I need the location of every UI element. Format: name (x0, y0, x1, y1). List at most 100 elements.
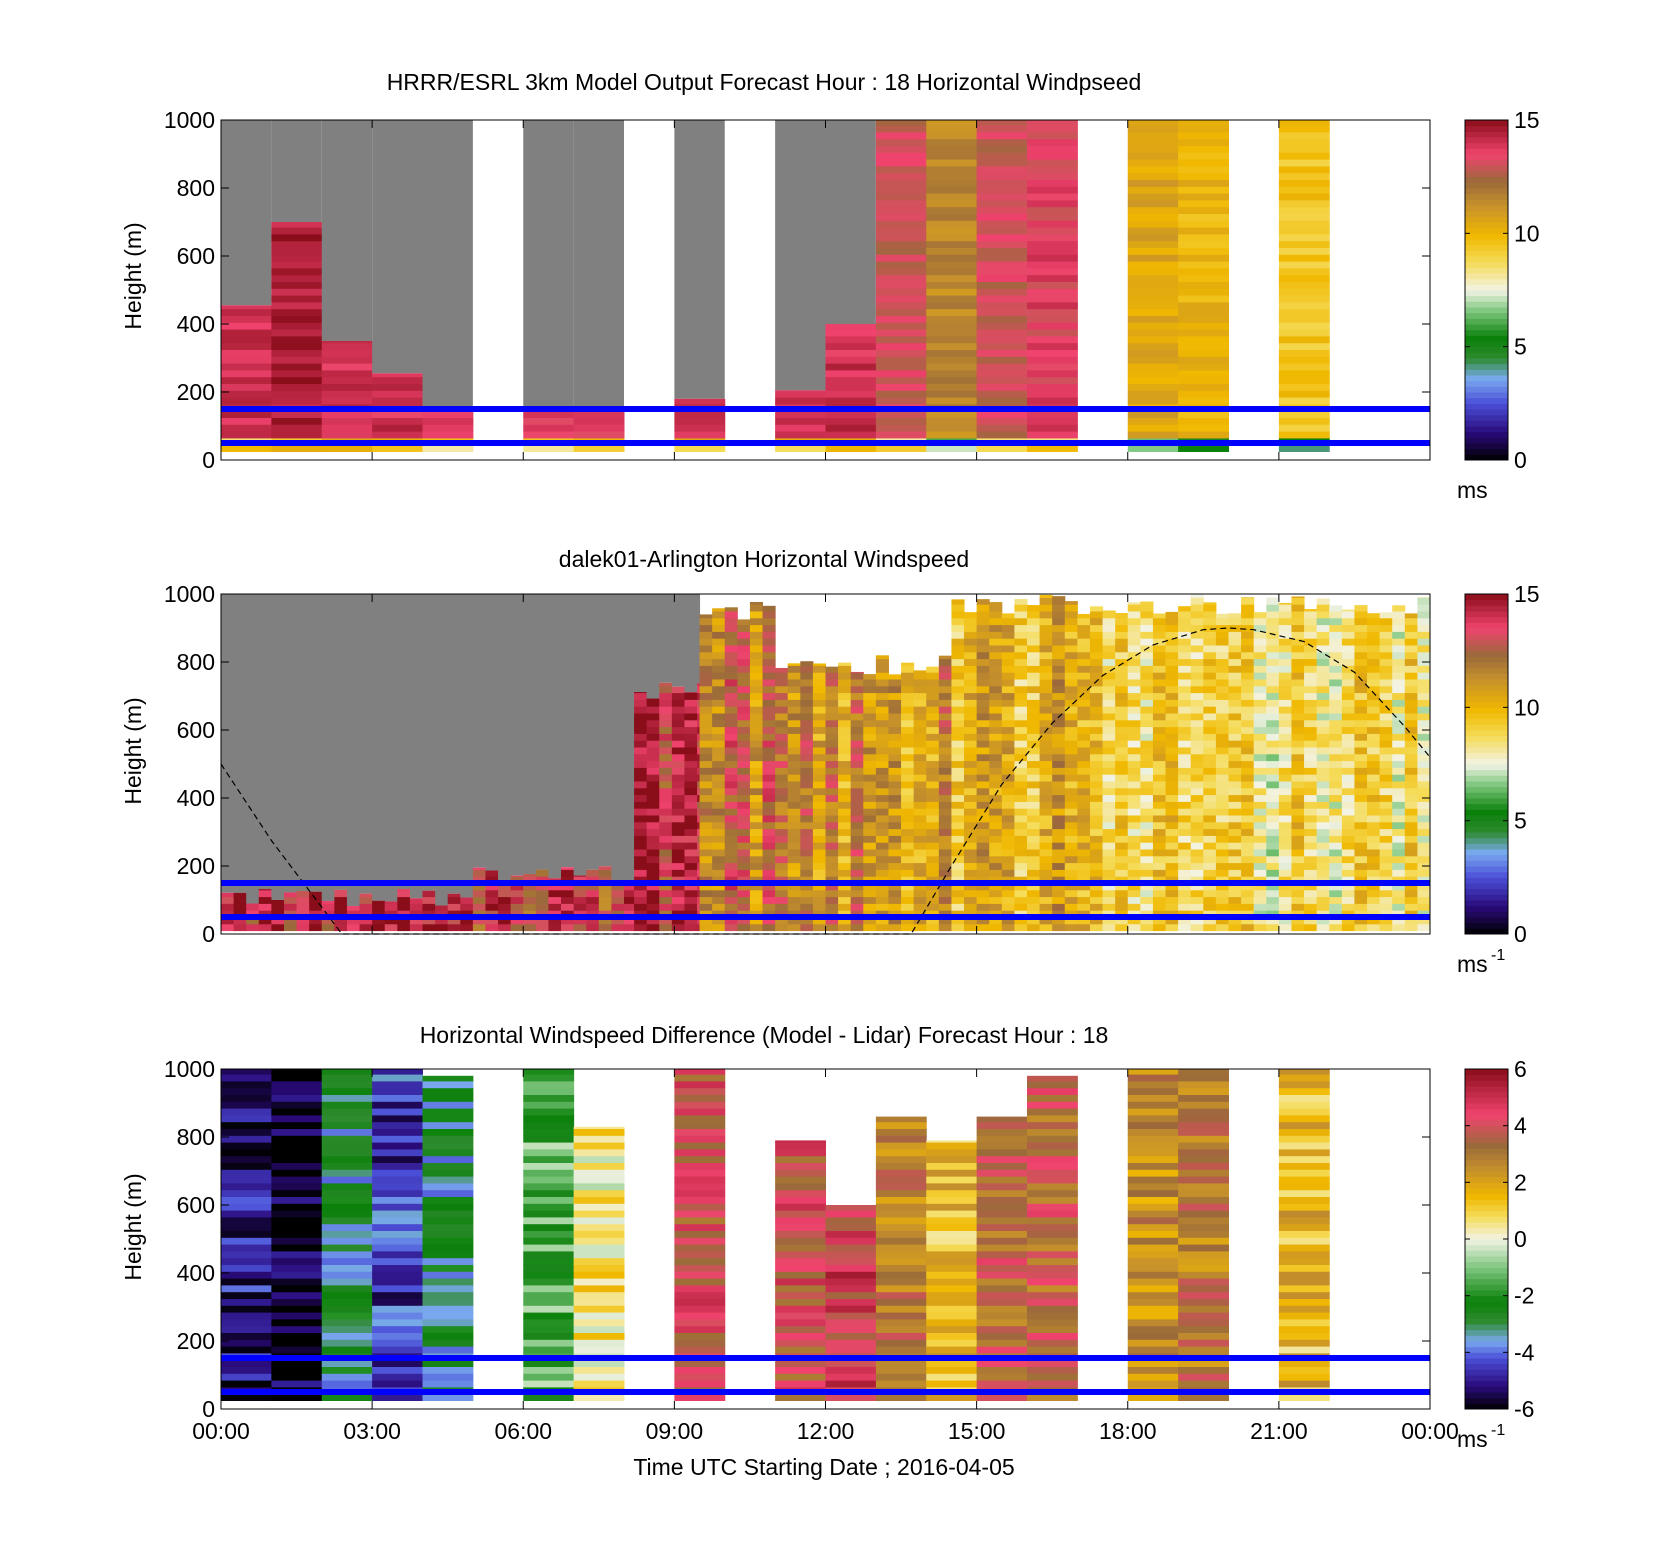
data-cell (321, 917, 335, 925)
no-data-cell (346, 594, 361, 906)
data-cell (221, 892, 235, 898)
data-cell (372, 1155, 423, 1163)
data-cell (1152, 665, 1167, 673)
data-cell (1354, 726, 1368, 734)
data-cell (1102, 855, 1116, 864)
data-cell (684, 774, 698, 782)
data-cell (825, 1250, 877, 1259)
data-cell (321, 410, 373, 418)
data-cell (875, 1148, 927, 1157)
data-cell (1140, 747, 1154, 755)
data-cell (646, 794, 660, 802)
data-cell (888, 876, 902, 884)
data-cell (775, 903, 789, 911)
data-cell (1329, 828, 1343, 836)
data-cell (1178, 1393, 1229, 1401)
data-cell (1077, 876, 1091, 884)
data-cell (724, 692, 738, 700)
data-cell (749, 883, 764, 891)
data-column (221, 120, 272, 452)
data-cell (1278, 1284, 1330, 1293)
data-cell (321, 1176, 373, 1184)
data-cell (422, 1087, 474, 1095)
data-cell (1291, 740, 1305, 748)
data-cell (812, 855, 826, 864)
data-cell (460, 897, 474, 904)
data-cell (913, 855, 927, 864)
data-cell (926, 760, 940, 768)
data-cell (271, 254, 323, 262)
data-cell (863, 862, 877, 870)
data-cell (1027, 254, 1078, 262)
data-cell (1027, 1108, 1078, 1116)
data-cell (938, 821, 952, 830)
data-cell (659, 787, 673, 796)
no-data-cell (359, 594, 373, 894)
data-cell (422, 1366, 474, 1374)
data-cell (1102, 699, 1116, 707)
colorbar-cell (1465, 1091, 1508, 1098)
colorbar-cell (1465, 1261, 1508, 1268)
data-cell (346, 923, 361, 932)
data-cell (875, 1203, 927, 1211)
data-cell (838, 794, 852, 802)
colorbar-cell (1465, 324, 1508, 331)
data-cell (573, 1135, 625, 1143)
data-cell (1027, 1346, 1078, 1354)
data-cell (671, 740, 685, 748)
data-cell (863, 883, 877, 891)
data-cell (850, 733, 864, 741)
data-cell (1102, 774, 1116, 782)
data-cell (1203, 706, 1217, 714)
colorbar-cell (1465, 815, 1508, 822)
data-cell (646, 842, 660, 850)
data-cell (1392, 815, 1406, 823)
data-cell (1178, 1291, 1229, 1299)
data-cell (1379, 774, 1393, 782)
data-cell (762, 719, 776, 728)
data-cell (964, 889, 978, 898)
data-cell (1027, 131, 1078, 140)
data-cell (976, 301, 1028, 310)
data-cell (1077, 631, 1091, 639)
data-cell (775, 917, 789, 925)
data-cell (1039, 665, 1053, 673)
data-cell (976, 883, 990, 891)
data-cell (976, 1346, 1028, 1354)
data-cell (1178, 410, 1229, 418)
colorbar-cell (1465, 454, 1508, 461)
data-cell (1367, 631, 1381, 639)
data-cell (875, 1162, 927, 1170)
colorbar-cell (1465, 730, 1508, 737)
data-cell (825, 1359, 877, 1367)
data-cell (1203, 876, 1217, 884)
data-cell (1253, 706, 1267, 714)
data-cell (951, 726, 965, 734)
data-cell (1178, 1298, 1229, 1306)
data-cell (901, 787, 915, 796)
data-cell (888, 685, 902, 694)
data-cell (863, 740, 877, 748)
data-cell (775, 747, 789, 755)
data-cell (699, 896, 713, 904)
data-cell (1178, 417, 1229, 425)
colorbar-cell (1465, 1114, 1508, 1121)
data-cell (926, 213, 978, 221)
data-cell (321, 1108, 373, 1116)
data-cell (586, 910, 600, 918)
data-cell (712, 801, 726, 809)
data-cell (422, 896, 436, 904)
data-cell (1102, 896, 1116, 904)
data-cell (1027, 801, 1041, 809)
data-cell (775, 753, 789, 762)
data-cell (850, 706, 864, 714)
data-cell (875, 1339, 927, 1347)
data-cell (1102, 910, 1116, 918)
data-cell (951, 787, 965, 796)
data-cell (523, 1339, 575, 1347)
data-cell (901, 733, 915, 741)
data-cell (523, 1284, 575, 1293)
data-cell (1379, 665, 1393, 673)
data-cell (1241, 910, 1255, 918)
data-cell (634, 699, 648, 707)
